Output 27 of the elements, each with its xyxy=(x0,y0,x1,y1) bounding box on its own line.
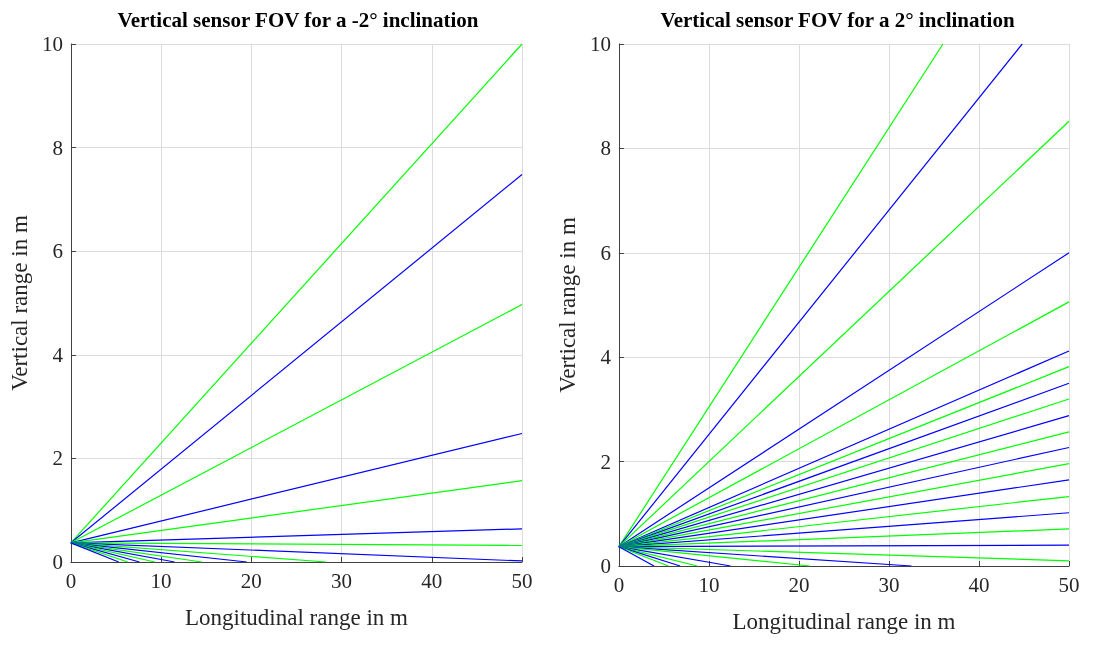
x-tick-label: 30 xyxy=(331,568,353,593)
y-tick-label: 6 xyxy=(52,239,63,264)
y-tick-label: 4 xyxy=(52,342,64,367)
chart-title: Vertical sensor FOV for a -2° inclination xyxy=(117,7,479,32)
y-tick-label: 2 xyxy=(52,446,63,471)
y-tick-label: 2 xyxy=(600,449,611,474)
y-tick-label: 4 xyxy=(600,345,612,370)
y-tick-label: 10 xyxy=(41,32,63,56)
x-tick-label: 20 xyxy=(788,572,810,597)
y-tick-label: 10 xyxy=(589,32,611,56)
y-tick-label: 6 xyxy=(600,240,611,265)
x-tick-label: 50 xyxy=(511,568,533,593)
y-axis-title: Vertical range in m xyxy=(555,217,580,393)
x-tick-label: 10 xyxy=(150,568,172,593)
x-tick-label: 40 xyxy=(968,572,990,597)
chart-title: Vertical sensor FOV for a 2° inclination xyxy=(660,7,1015,32)
y-tick-label: 8 xyxy=(52,135,63,160)
y-tick-label: 0 xyxy=(52,550,63,574)
x-tick-label: 30 xyxy=(878,572,900,597)
x-tick-label: 20 xyxy=(240,568,262,593)
x-tick-label: 40 xyxy=(421,568,443,593)
x-axis-title: Longitudinal range in m xyxy=(732,609,956,634)
x-axis-title: Longitudinal range in m xyxy=(184,605,409,630)
y-axis-title: Vertical range in m xyxy=(7,215,32,391)
y-tick-label: 8 xyxy=(600,136,611,161)
x-tick-label: 10 xyxy=(698,572,720,597)
x-tick-label: 50 xyxy=(1058,572,1080,597)
